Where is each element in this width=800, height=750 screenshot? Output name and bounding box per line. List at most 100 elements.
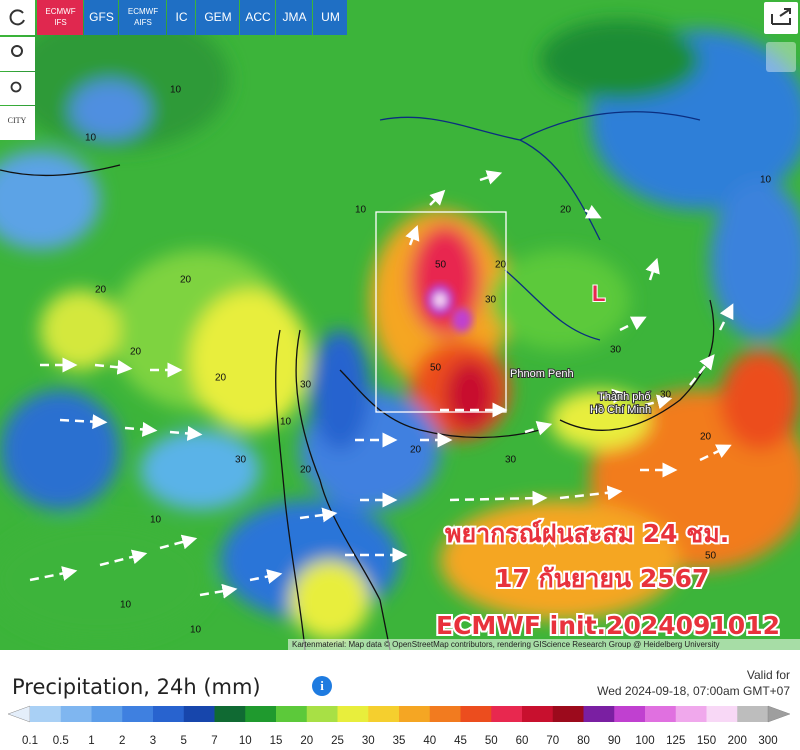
contour-label: 20 <box>95 285 107 296</box>
scale-swatch <box>60 706 92 722</box>
zoom-icon <box>10 81 22 93</box>
attribution: Kartenmaterial: Map data © OpenStreetMap… <box>292 640 720 649</box>
scale-swatch <box>675 706 707 722</box>
scale-swatch <box>153 706 185 722</box>
scale-swatch <box>214 706 246 722</box>
scale-label: 20 <box>300 735 313 747</box>
scale-label: 5 <box>181 735 187 747</box>
scale-swatch <box>91 706 123 722</box>
contour-label: 10 <box>190 625 202 636</box>
legend: Precipitation, 24h (mm) i Valid for Wed … <box>7 668 791 747</box>
scale-end <box>767 705 791 723</box>
attribution-bg <box>288 639 800 650</box>
legend-title: Precipitation, 24h (mm) <box>12 675 261 699</box>
overlay-model: ECMWF init.2024091012 <box>436 611 780 640</box>
scale-label: 80 <box>577 735 590 747</box>
scale-label: 50 <box>485 735 498 747</box>
scale-swatch <box>368 706 400 722</box>
contour-label: 50 <box>705 551 717 562</box>
scale-swatch <box>737 706 769 722</box>
scale-swatch <box>614 706 646 722</box>
scale-label: 40 <box>423 735 436 747</box>
contour-label: 20 <box>300 465 312 476</box>
locate-icon <box>11 45 23 57</box>
scale-swatch <box>491 706 523 722</box>
scale-swatch <box>645 706 677 722</box>
zoom-button[interactable] <box>0 72 35 105</box>
contour-label: 30 <box>505 455 517 466</box>
place-label: Thành phố <box>598 391 651 403</box>
scale-label: 150 <box>697 735 716 747</box>
contour-label: 20 <box>700 432 712 443</box>
scale-label: 10 <box>239 735 252 747</box>
tab-label: IFS <box>54 18 66 27</box>
screenshot-button[interactable] <box>766 42 796 72</box>
scale-label: 70 <box>546 735 559 747</box>
share-button[interactable] <box>764 2 798 34</box>
contour-label: 30 <box>485 295 497 306</box>
model-tab[interactable] <box>37 0 83 35</box>
tab-label: JMA <box>283 10 307 24</box>
scale-end <box>7 705 31 723</box>
contour-label: 50 <box>435 260 447 271</box>
contour-labels: 10 10 10 20 20 20 20 30 30 50 50 30 20 10 20 30 10 20 20 30… <box>85 85 772 636</box>
tab-label: GEM <box>204 10 231 24</box>
city-label: CITY <box>8 116 27 125</box>
scale-label: 35 <box>393 735 406 747</box>
scale-label: 2 <box>119 735 125 747</box>
scale-label: 30 <box>362 735 375 747</box>
model-tab[interactable] <box>119 0 166 35</box>
scale-label: 300 <box>758 735 777 747</box>
scale-swatch <box>306 706 338 722</box>
contour-label: 30 <box>610 345 622 356</box>
valid-time: Wed 2024-09-18, 07:00am GMT+07 <box>597 684 790 698</box>
model-tab[interactable] <box>84 0 118 35</box>
scale-label: 125 <box>666 735 685 747</box>
info-button[interactable] <box>312 676 332 696</box>
tab-label: UM <box>321 10 340 24</box>
refresh-button[interactable] <box>0 0 35 35</box>
tab-label: ECMWF <box>45 7 75 16</box>
overlay-title: พยากรณ์ฝนสะสม 24 ชม. <box>445 519 729 548</box>
locate-button[interactable] <box>0 37 35 71</box>
contour-label: 10 <box>150 515 162 526</box>
city-button[interactable] <box>0 106 35 140</box>
scale-label: 100 <box>635 735 654 747</box>
model-tab[interactable] <box>240 0 275 35</box>
tab-label: ACC <box>245 10 271 24</box>
scale-swatch <box>399 706 431 722</box>
borders <box>379 111 701 341</box>
model-tab[interactable] <box>276 0 312 35</box>
model-tab[interactable] <box>167 0 195 35</box>
scale-label: 0.1 <box>22 735 38 747</box>
scale-swatch <box>460 706 492 722</box>
contour-label: 10 <box>280 417 292 428</box>
contour-label: 30 <box>660 390 672 401</box>
overlay-date: 17 กันยายน 2567 <box>495 564 709 593</box>
scale-label: 3 <box>150 735 156 747</box>
contour-label: 20 <box>560 205 572 216</box>
scale-swatch <box>522 706 554 722</box>
refresh-icon <box>9 9 25 26</box>
place-label: Hồ Chí Minh <box>590 404 651 416</box>
contour-label: 10 <box>760 175 772 186</box>
scale-label: 90 <box>608 735 621 747</box>
contour-label: 10 <box>85 133 97 144</box>
contour-label: 20 <box>130 347 142 358</box>
scale-label: 25 <box>331 735 344 747</box>
contour-label: 30 <box>300 380 312 391</box>
scale-label: 0.5 <box>53 735 69 747</box>
scale-swatch <box>122 706 154 722</box>
model-tab[interactable] <box>313 0 347 35</box>
model-tab[interactable] <box>196 0 239 35</box>
scale-label: 15 <box>270 735 283 747</box>
model-tabs: ECMWF IFS GFS ECMWF AIFS IC GEM ACC JMA UM <box>37 0 347 35</box>
scale-label: 45 <box>454 735 467 747</box>
valid-label: Valid for <box>747 668 790 682</box>
scale-swatch <box>183 706 215 722</box>
low-pressure-marker: L <box>592 281 605 306</box>
contour-label: 20 <box>495 260 507 271</box>
scale-label: 60 <box>516 735 529 747</box>
scale-swatch <box>429 706 461 722</box>
